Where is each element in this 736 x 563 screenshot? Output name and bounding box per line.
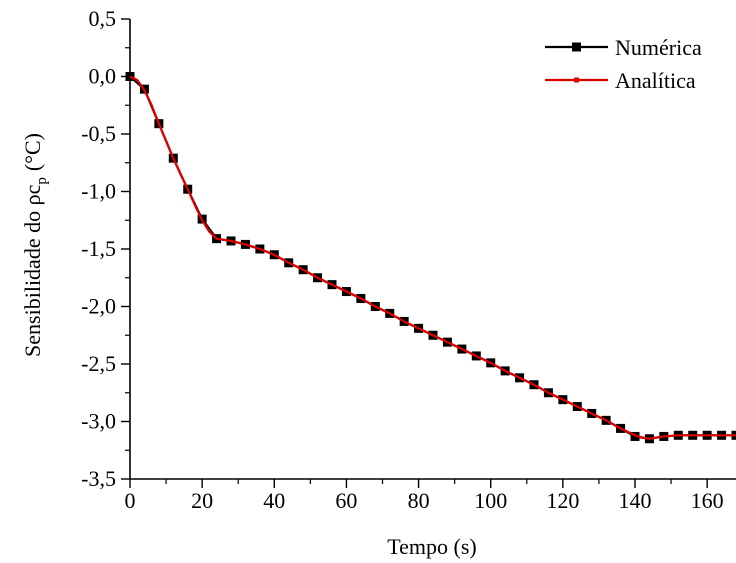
y-tick-label: 0,0	[89, 64, 117, 89]
y-tick-label: -0,5	[81, 121, 116, 146]
x-tick-label: 0	[125, 488, 136, 513]
y-tick-label: -2,5	[81, 351, 116, 376]
series-line-numerica	[129, 75, 736, 440]
y-tick-label: 0,5	[89, 6, 117, 31]
x-tick-label: 120	[546, 488, 579, 513]
x-axis-label: Tempo (s)	[387, 534, 477, 559]
x-tick-label: 20	[191, 488, 213, 513]
legend-marker-analitica	[574, 77, 579, 83]
y-tick-label: -3,5	[81, 466, 116, 491]
series-line-analitica	[129, 75, 736, 440]
ticks: 0 20 40 60 80 100 120 140 160 0,5 0,0 -0,5 -1,0 -1,5 -…	[81, 6, 723, 513]
x-tick-label: 40	[263, 488, 285, 513]
y-axis-label-main: Sensibilidade do ρc	[20, 184, 45, 357]
y-axis-label-sub: p	[34, 177, 50, 185]
legend-label-numerica: Numérica	[615, 35, 702, 60]
y-tick-label: -3,0	[81, 409, 116, 434]
x-tick-label: 140	[619, 488, 652, 513]
x-tick-label: 100	[474, 488, 507, 513]
y-axis-label: Sensibilidade do ρcp (°C)	[20, 133, 50, 357]
plot-series	[125, 72, 736, 444]
y-tick-label: -1,0	[81, 179, 116, 204]
x-tick-label: 160	[691, 488, 724, 513]
y-tick-label: -2,0	[81, 294, 116, 319]
x-tick-label: 60	[335, 488, 357, 513]
legend-label-analitica: Analítica	[615, 68, 696, 93]
x-tick-label: 80	[408, 488, 430, 513]
y-axis-label-unit: (°C)	[20, 133, 45, 171]
y-tick-label: -1,5	[81, 236, 116, 261]
legend: Numérica Analítica	[545, 35, 702, 93]
legend-marker-numerica	[572, 42, 581, 52]
